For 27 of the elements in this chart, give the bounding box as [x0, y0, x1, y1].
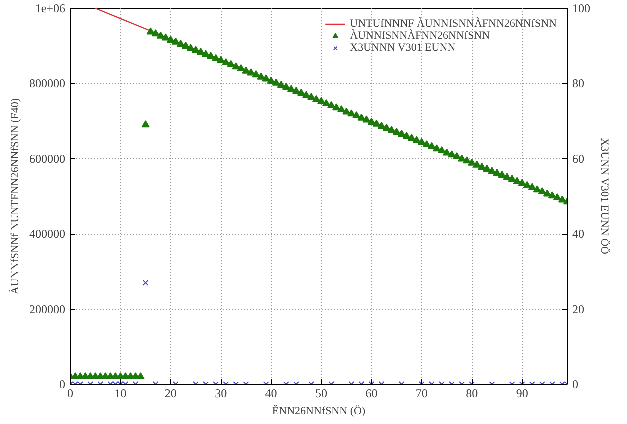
x-tick-label: 10	[114, 386, 127, 400]
x-tick-label: 70	[416, 386, 428, 400]
y2-tick-label: 80	[572, 76, 584, 91]
y2-tick-label: 40	[572, 227, 584, 242]
legend-label: X3UNNN V301 EUNN	[350, 42, 456, 54]
x-tick-label: 30	[215, 386, 228, 400]
x-tick-label: 50	[316, 386, 328, 400]
x-axis-title: ĚNN26NNfSNN (Ö)	[272, 404, 366, 418]
y-tick-label: 400000	[30, 227, 66, 242]
y2-tick-label: 60	[572, 152, 584, 166]
y-tick-label: 0	[60, 378, 66, 392]
y2-tick-label: 0	[572, 378, 578, 392]
y-tick-label: 600000	[30, 152, 66, 166]
x-tick-label: 90	[516, 386, 528, 400]
y-tick-label: 1e+06	[35, 2, 66, 16]
y2-tick-label: 100	[572, 2, 590, 16]
y2-tick-label: 20	[572, 302, 584, 316]
legend-label: UNTUfNNNF ÀUNNfSNNÀFNN26NNfSNN	[350, 18, 557, 30]
y-tick-label: 800000	[30, 76, 66, 91]
x-tick-label: 20	[164, 386, 177, 400]
legend-label: ÀUNNfSNNÀFNN26NNfSNN	[350, 30, 490, 42]
y2-axis-title: X3UNN V301 EUNN ÖÖ	[598, 138, 610, 255]
x-tick-label: 40	[265, 386, 278, 400]
y-tick-label: 200000	[30, 302, 66, 316]
x-tick-label: 60	[366, 386, 378, 400]
y-axis-title: ÀUNNfSNNf NUNTFNN26NNfSNN (F40)	[8, 98, 22, 295]
x-tick-label: 80	[466, 386, 478, 400]
